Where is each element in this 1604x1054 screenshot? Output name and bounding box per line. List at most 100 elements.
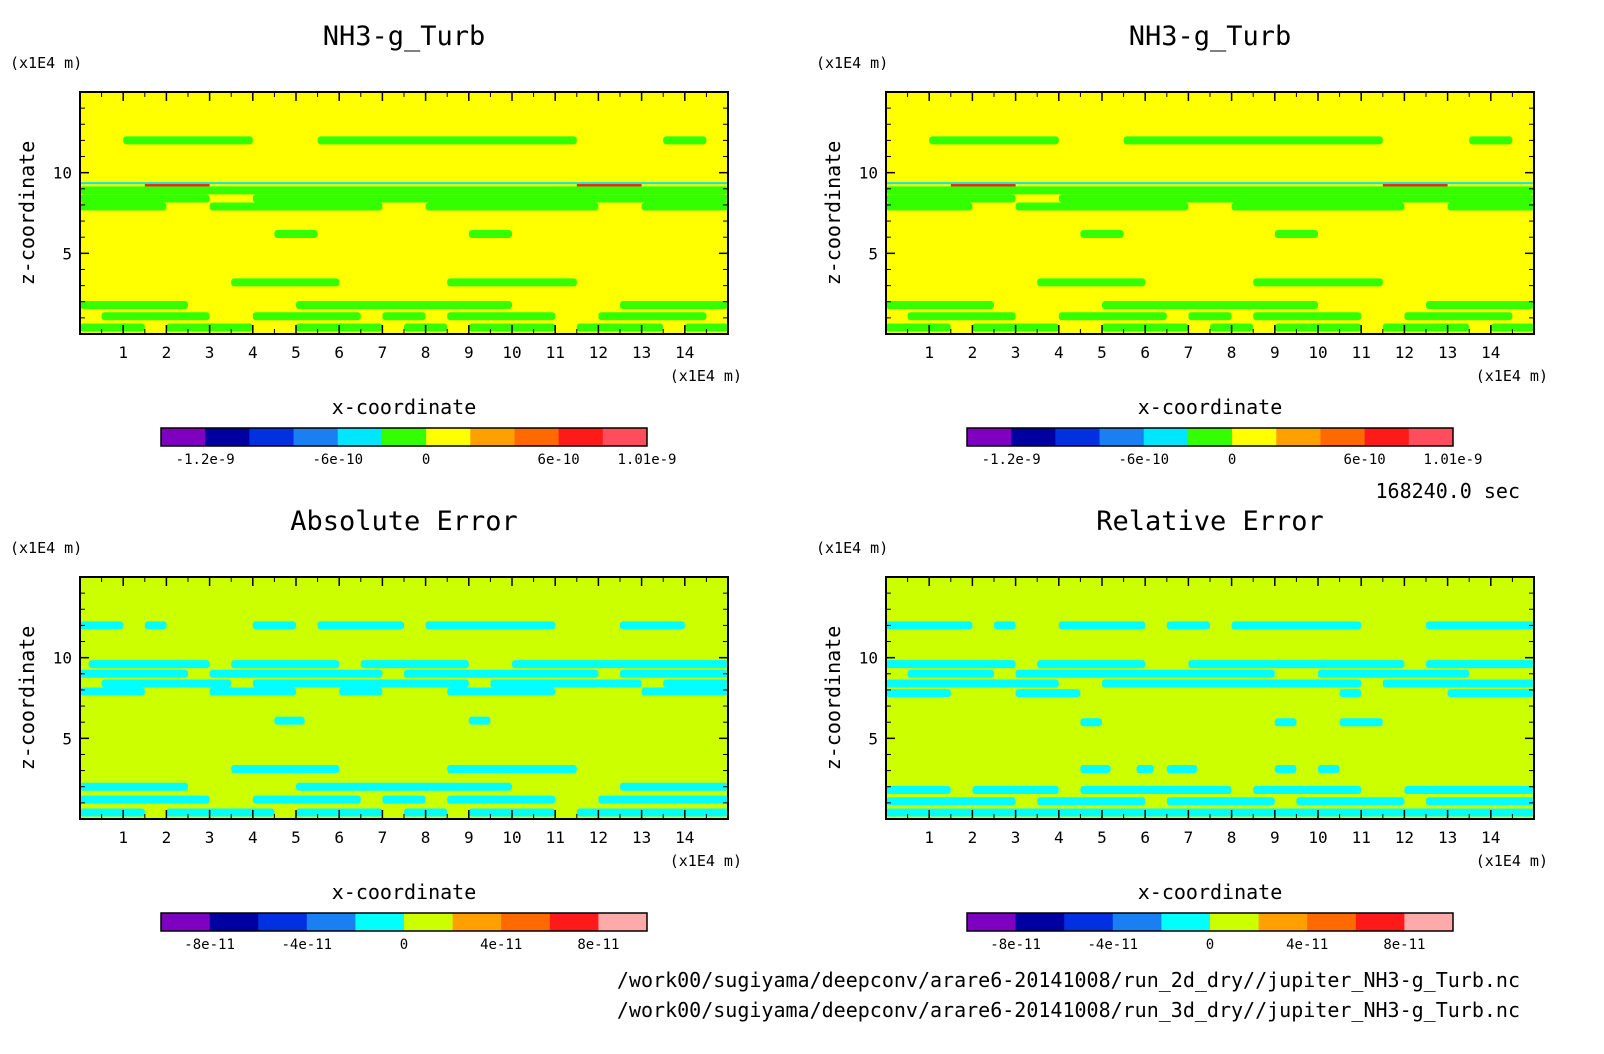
colorbar-frame <box>966 912 1454 932</box>
colorbar-swatch <box>967 913 1017 931</box>
contour-band <box>1188 660 1405 669</box>
y-tick-label: 10 <box>53 649 72 668</box>
panel-top-right: NH3-g_Turb(x1E4 m)(x1E4 m)1 2 3 4 5 6 7 8 9 10 11 1… <box>816 21 1548 468</box>
x-tick-label: 8 <box>421 828 431 847</box>
x-tick-label: 2 <box>968 343 978 362</box>
contour-band <box>80 194 210 203</box>
colorbar-swatch <box>1055 428 1101 446</box>
x-tick-label: 3 <box>1011 343 1021 362</box>
colorbar-swatch <box>598 913 648 931</box>
contour-band <box>339 687 383 696</box>
contour-band <box>123 136 253 145</box>
contour-band <box>1404 312 1513 321</box>
contour-band <box>1253 278 1383 287</box>
x-tick-label: 6 <box>334 828 344 847</box>
x-tick-label: 10 <box>502 828 521 847</box>
colorbar-swatch <box>1143 428 1189 446</box>
x-tick-label: 12 <box>1395 828 1414 847</box>
contour-band <box>950 184 1016 188</box>
panel-bottom-right: Relative Error(x1E4 m)(x1E4 m)1 2 3 4 5 6 7 8 9 1… <box>816 506 1548 953</box>
contour-band <box>1231 621 1362 630</box>
contour-band <box>1015 689 1081 698</box>
x-tick-label: 3 <box>1011 828 1021 847</box>
x-tick-label: 9 <box>1270 343 1280 362</box>
x-tick-label: 14 <box>1481 343 1500 362</box>
x-axis-label: x-coordinate <box>1138 395 1283 419</box>
colorbar-label: 8e-11 <box>1383 937 1425 953</box>
contour-band <box>886 202 973 211</box>
colorbar-swatch <box>549 913 599 931</box>
chart-title: Absolute Error <box>290 506 518 537</box>
colorbar-swatch <box>306 913 356 931</box>
x-tick-label: 11 <box>1352 828 1371 847</box>
field-background <box>80 92 728 334</box>
contour-band <box>317 621 404 630</box>
colorbar-swatch <box>558 428 604 446</box>
colorbar-label: -8e-11 <box>184 937 235 953</box>
contour-band <box>1274 229 1318 238</box>
x-tick-label: 6 <box>334 343 344 362</box>
colorbar-label: 4e-11 <box>480 937 522 953</box>
contour-band <box>1426 621 1534 630</box>
colorbar-label: -6e-10 <box>1118 452 1169 468</box>
colorbar-swatch <box>1015 913 1065 931</box>
contour-band <box>886 808 1534 817</box>
contour-band <box>88 660 210 669</box>
x-tick-label: 8 <box>1227 828 1237 847</box>
contour-band <box>907 669 994 678</box>
contour-band <box>886 300 994 309</box>
contour-band <box>1037 797 1146 806</box>
x-tick-label: 13 <box>632 343 651 362</box>
x-tick-label: 3 <box>205 828 215 847</box>
contour-band <box>641 202 728 211</box>
x-tick-label: 14 <box>675 828 694 847</box>
contour-band <box>1253 312 1362 321</box>
contour-band <box>468 229 512 238</box>
contour-band <box>447 795 556 804</box>
x-tick-label: 5 <box>1097 828 1107 847</box>
x-unit-label: (x1E4 m) <box>670 367 742 385</box>
contour-band <box>447 312 556 321</box>
colorbar-swatch <box>514 428 560 446</box>
x-tick-label: 9 <box>464 828 474 847</box>
contour-band <box>576 184 642 188</box>
colorbar-swatch <box>1408 428 1454 446</box>
contour-band <box>886 323 951 332</box>
contour-band <box>1058 194 1534 203</box>
contour-band <box>101 312 210 321</box>
contour-band <box>620 669 728 678</box>
contour-band <box>80 782 188 791</box>
x-tick-label: 2 <box>162 828 172 847</box>
x-tick-label: 2 <box>968 828 978 847</box>
colorbar-swatch <box>1210 913 1260 931</box>
contour-band <box>663 679 728 688</box>
x-tick-label: 1 <box>118 828 128 847</box>
contour-band <box>620 300 728 309</box>
field-background <box>886 577 1534 819</box>
file-path-1: /work00/sugiyama/deepconv/arare6-2014100… <box>617 968 1520 992</box>
contour-band <box>1382 679 1534 688</box>
x-tick-label: 3 <box>205 343 215 362</box>
contour-band <box>80 808 145 817</box>
x-tick-label: 12 <box>1395 343 1414 362</box>
contour-band <box>1166 764 1198 773</box>
colorbar-label: 6e-10 <box>538 452 580 468</box>
colorbar-label: 8e-11 <box>577 937 619 953</box>
colorbar-label: -1.2e-9 <box>982 452 1041 468</box>
contour-band <box>1318 764 1340 773</box>
x-tick-label: 6 <box>1140 828 1150 847</box>
colorbar-label: -4e-11 <box>282 937 333 953</box>
x-unit-label: (x1E4 m) <box>1476 367 1548 385</box>
contour-band <box>598 795 728 804</box>
colorbar-swatch <box>1187 428 1233 446</box>
contour-band <box>317 136 577 145</box>
x-tick-label: 4 <box>248 343 258 362</box>
colorbar-label: -8e-11 <box>990 937 1041 953</box>
y-unit-label: (x1E4 m) <box>10 539 82 557</box>
contour-band <box>886 679 1059 688</box>
contour-band <box>274 229 318 238</box>
contour-field <box>80 136 728 332</box>
contour-band <box>641 687 728 696</box>
colorbar: -8e-11 -4e-11 0 4e-11 8e-11 <box>160 912 648 953</box>
contour-band <box>1015 669 1275 678</box>
